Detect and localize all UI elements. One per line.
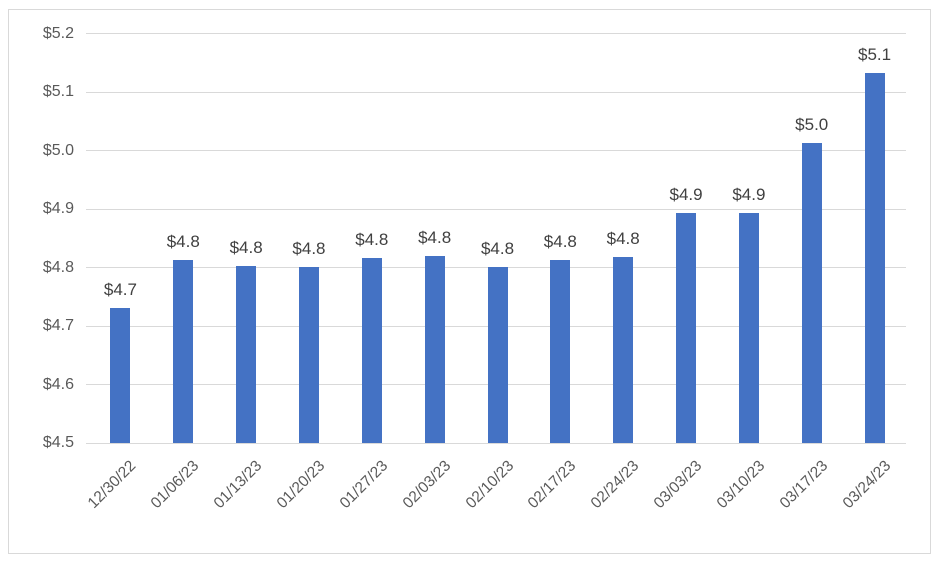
bar [173, 260, 194, 443]
bar [738, 213, 759, 443]
bar [487, 266, 508, 443]
y-axis-tick-label: $4.6 [42, 375, 74, 393]
bar [864, 73, 885, 443]
gridline [86, 91, 906, 93]
y-axis-tick-label: $5.2 [42, 24, 74, 42]
y-axis-tick-label: $4.5 [42, 434, 74, 451]
y-axis-tick-label: $4.7 [42, 317, 74, 334]
gridline [86, 208, 906, 210]
bar [613, 256, 634, 443]
bar-value-label: $4.8 [480, 238, 515, 258]
bar-value-label: $4.8 [166, 232, 200, 252]
bar-value-label: $4.8 [292, 238, 326, 258]
bar [236, 265, 257, 443]
bar [676, 213, 697, 443]
bar-value-label: $4.8 [229, 237, 263, 257]
bar-value-label: $4.9 [669, 185, 703, 205]
bar-value-label: $5.1 [858, 45, 892, 65]
bar-value-label: $4.9 [732, 185, 766, 205]
bar [424, 255, 445, 443]
bar-value-label: $5.0 [795, 114, 829, 134]
bar-value-label: $4.7 [103, 279, 137, 299]
price-bar-chart: $4.5 $4.6 $4.7 $4.8 $4.9 $5.0 $5.1 $5.2 $4.7 12/3… [8, 9, 931, 554]
bar-value-label: $4.8 [606, 228, 640, 248]
bar [298, 266, 319, 443]
y-axis-tick-label: $5.0 [42, 141, 74, 159]
bar-value-label: $4.8 [543, 232, 577, 252]
bar [550, 260, 571, 443]
bar [110, 307, 131, 443]
bar-value-label: $4.8 [355, 230, 389, 250]
y-axis-tick-label: $4.9 [42, 200, 74, 217]
gridline [86, 442, 906, 444]
bar [801, 142, 822, 443]
gridline [86, 33, 906, 34]
bar [361, 258, 382, 443]
gridline [86, 150, 906, 151]
bar-value-label: $4.8 [418, 227, 452, 247]
y-axis-tick-label: $5.1 [42, 83, 74, 100]
y-axis-tick-label: $4.8 [42, 258, 74, 276]
